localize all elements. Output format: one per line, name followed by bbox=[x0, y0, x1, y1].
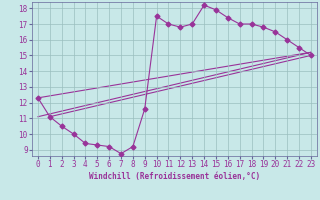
X-axis label: Windchill (Refroidissement éolien,°C): Windchill (Refroidissement éolien,°C) bbox=[89, 172, 260, 181]
